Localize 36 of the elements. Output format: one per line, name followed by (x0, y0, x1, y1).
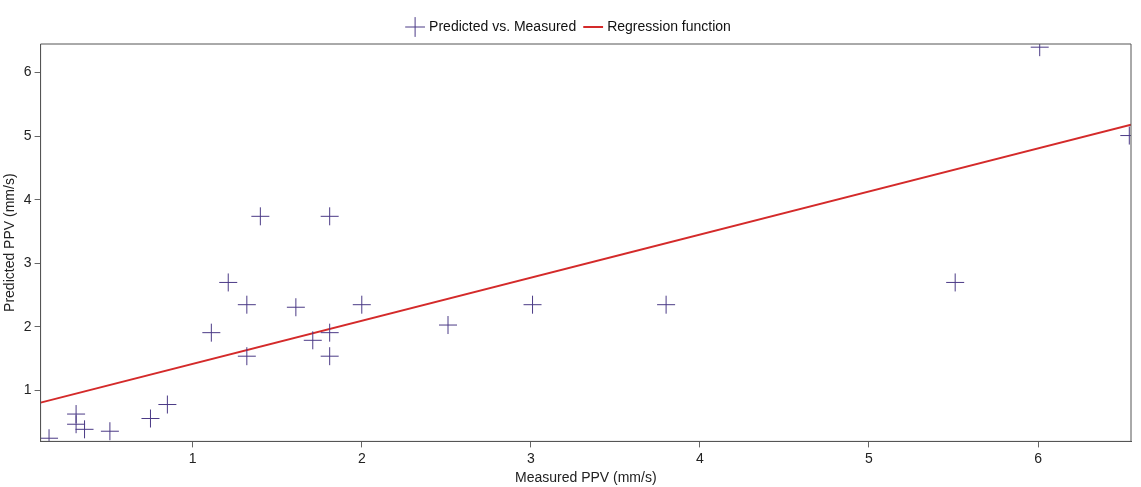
x-tick-label: 6 (1034, 449, 1043, 466)
point (320, 323, 340, 343)
point (157, 395, 177, 415)
point (75, 419, 95, 439)
point (286, 297, 306, 317)
point (523, 295, 543, 315)
x-tick-label: 2 (357, 449, 366, 466)
point (945, 272, 965, 292)
x-tick-label: 3 (526, 449, 535, 466)
point (352, 295, 372, 315)
legend-label: Predicted vs. Measured (429, 17, 577, 34)
y-tick-label: 2 (23, 317, 32, 334)
point (438, 315, 458, 335)
point (218, 272, 238, 292)
point (303, 330, 323, 350)
x-axis-title: Measured PPV (mm/s) (515, 469, 657, 486)
y-tick-label: 6 (23, 63, 32, 80)
point (250, 206, 270, 226)
y-tick-label: 3 (23, 254, 32, 271)
legend-label: Regression function (607, 17, 731, 34)
x-tick-label: 5 (865, 449, 874, 466)
point (237, 295, 257, 315)
point (201, 323, 221, 343)
point (66, 414, 86, 434)
x-tick-label: 4 (696, 449, 705, 466)
point (237, 346, 257, 366)
point (656, 295, 676, 315)
y-tick-label: 5 (23, 127, 32, 144)
point (320, 346, 340, 366)
y-tick-label: 4 (23, 190, 32, 207)
point (320, 206, 340, 226)
point (100, 421, 120, 441)
y-axis-title: Predicted PPV (mm/s) (1, 173, 18, 312)
y-tick-label: 1 (23, 381, 32, 398)
x-tick-label: 1 (188, 449, 197, 466)
point (140, 409, 160, 429)
